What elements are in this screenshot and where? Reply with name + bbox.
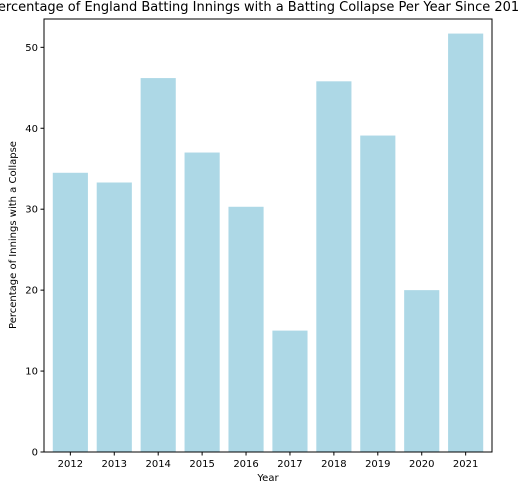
bar-2015 <box>184 152 220 453</box>
bar-2017 <box>272 330 308 452</box>
x-tick-label-2014: 2014 <box>145 459 170 470</box>
bar-2012 <box>52 172 88 452</box>
bar-2021 <box>448 33 484 452</box>
x-tick-label-2017: 2017 <box>277 459 302 470</box>
bars-group <box>52 33 484 453</box>
bar-2019 <box>360 135 396 453</box>
bar-2020 <box>404 290 440 452</box>
y-tick-label-30: 30 <box>25 205 38 216</box>
y-axis-label: Percentage of Innings with a Collapse <box>8 141 19 329</box>
bar-2016 <box>228 206 264 452</box>
x-axis-ticks: 2012 2013 2014 2015 2016 2017 2018 2019 2020 2021 <box>58 452 478 470</box>
y-tick-label-50: 50 <box>25 43 38 54</box>
y-tick-label-40: 40 <box>25 124 38 135</box>
y-axis-ticks: 0 10 20 30 40 50 <box>25 43 44 459</box>
x-axis-label: Year <box>256 473 279 484</box>
bar-2014 <box>140 78 176 452</box>
x-tick-label-2016: 2016 <box>233 459 258 470</box>
plot-frame <box>43 18 493 453</box>
x-tick-label-2021: 2021 <box>453 459 478 470</box>
x-tick-label-2012: 2012 <box>58 459 83 470</box>
y-tick-label-20: 20 <box>25 286 38 297</box>
x-tick-label-2015: 2015 <box>189 459 214 470</box>
x-tick-label-2013: 2013 <box>102 459 127 470</box>
bar-2018 <box>316 81 352 452</box>
y-tick-label-10: 10 <box>25 367 38 378</box>
x-tick-label-2020: 2020 <box>409 459 434 470</box>
x-tick-label-2018: 2018 <box>321 459 346 470</box>
y-tick-label-0: 0 <box>32 448 38 459</box>
bar-2013 <box>96 182 132 453</box>
chart-title: Percentage of England Batting Innings wi… <box>0 0 518 15</box>
x-tick-label-2019: 2019 <box>365 459 390 470</box>
